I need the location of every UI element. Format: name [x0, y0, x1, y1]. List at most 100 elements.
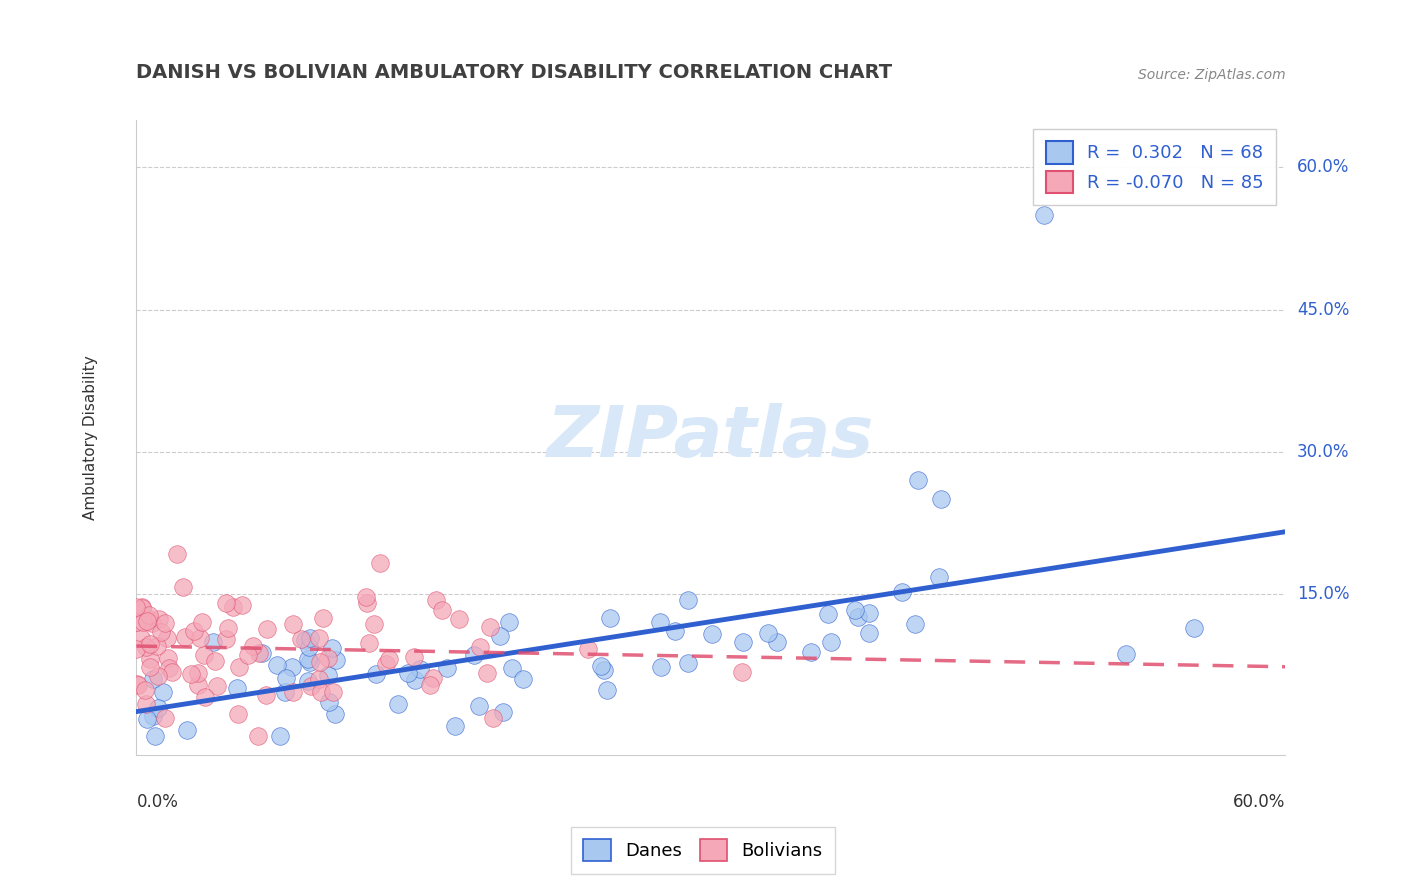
Point: [226, 707, 249, 722]
Point: [436, 661, 458, 675]
Point: [820, 635, 842, 649]
Text: 45.0%: 45.0%: [1296, 301, 1350, 318]
Point: [370, 556, 392, 570]
Point: [134, 683, 156, 698]
Point: [1182, 621, 1205, 635]
Point: [281, 685, 304, 699]
Point: [153, 711, 176, 725]
Point: [194, 690, 217, 705]
Point: [256, 622, 278, 636]
Point: [387, 697, 409, 711]
Point: [354, 591, 377, 605]
Point: [650, 659, 672, 673]
Point: [215, 632, 238, 647]
Point: [322, 685, 344, 699]
Point: [188, 631, 211, 645]
Text: 15.0%: 15.0%: [1296, 585, 1350, 603]
Point: [141, 616, 163, 631]
Point: [904, 616, 927, 631]
Point: [321, 640, 343, 655]
Point: [139, 636, 162, 650]
Point: [222, 600, 245, 615]
Point: [325, 653, 347, 667]
Point: [266, 658, 288, 673]
Point: [478, 620, 501, 634]
Point: [422, 671, 444, 685]
Point: [228, 660, 250, 674]
Point: [596, 682, 619, 697]
Point: [402, 650, 425, 665]
Point: [145, 730, 167, 744]
Point: [929, 492, 952, 507]
Point: [157, 660, 180, 674]
Point: [247, 730, 270, 744]
Point: [180, 666, 202, 681]
Point: [323, 707, 346, 722]
Point: [148, 701, 170, 715]
Point: [174, 630, 197, 644]
Point: [129, 632, 152, 646]
Point: [308, 632, 330, 646]
Point: [135, 614, 157, 628]
Point: [489, 629, 512, 643]
Point: [817, 607, 839, 622]
Text: Ambulatory Disability: Ambulatory Disability: [83, 355, 98, 520]
Text: 60.0%: 60.0%: [1233, 794, 1285, 812]
Point: [136, 713, 159, 727]
Point: [139, 659, 162, 673]
Point: [298, 631, 321, 645]
Point: [311, 685, 333, 699]
Point: [183, 624, 205, 638]
Point: [318, 695, 340, 709]
Point: [172, 580, 194, 594]
Point: [187, 665, 209, 680]
Point: [269, 730, 291, 744]
Point: [664, 624, 686, 638]
Point: [162, 665, 184, 679]
Point: [316, 668, 339, 682]
Point: [299, 679, 322, 693]
Point: [276, 671, 298, 685]
Point: [492, 705, 515, 719]
Point: [378, 652, 401, 666]
Point: [127, 677, 149, 691]
Point: [309, 655, 332, 669]
Point: [125, 642, 148, 657]
Point: [404, 673, 426, 688]
Point: [308, 672, 330, 686]
Point: [766, 634, 789, 648]
Point: [444, 719, 467, 733]
Point: [467, 699, 489, 714]
Text: 0.0%: 0.0%: [136, 794, 179, 812]
Point: [204, 654, 226, 668]
Point: [449, 612, 471, 626]
Point: [576, 641, 599, 656]
Text: 60.0%: 60.0%: [1296, 158, 1350, 177]
Text: DANISH VS BOLIVIAN AMBULATORY DISABILITY CORRELATION CHART: DANISH VS BOLIVIAN AMBULATORY DISABILITY…: [136, 62, 893, 82]
Point: [280, 659, 302, 673]
Point: [844, 603, 866, 617]
Text: Source: ZipAtlas.com: Source: ZipAtlas.com: [1137, 68, 1285, 82]
Point: [858, 625, 880, 640]
Point: [650, 615, 672, 630]
Point: [250, 646, 273, 660]
Point: [187, 677, 209, 691]
Point: [254, 688, 277, 702]
Point: [298, 655, 321, 669]
Point: [273, 685, 295, 699]
Point: [733, 635, 755, 649]
Point: [127, 678, 149, 692]
Point: [166, 547, 188, 561]
Point: [800, 645, 823, 659]
Point: [138, 651, 160, 665]
Point: [846, 610, 869, 624]
Point: [298, 640, 321, 654]
Point: [138, 608, 160, 623]
Point: [425, 593, 447, 607]
Point: [678, 593, 700, 607]
Point: [247, 647, 270, 661]
Point: [153, 615, 176, 630]
Point: [756, 626, 779, 640]
Point: [316, 650, 339, 665]
Point: [363, 617, 385, 632]
